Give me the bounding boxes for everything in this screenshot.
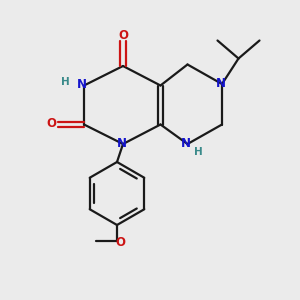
Text: O: O [46,117,56,130]
Text: N: N [116,137,127,150]
Text: N: N [215,77,226,90]
Text: N: N [181,137,191,150]
Text: N: N [76,78,87,92]
Text: H: H [61,77,70,87]
Text: O: O [116,236,126,249]
Text: H: H [194,147,202,158]
Text: O: O [118,28,128,42]
